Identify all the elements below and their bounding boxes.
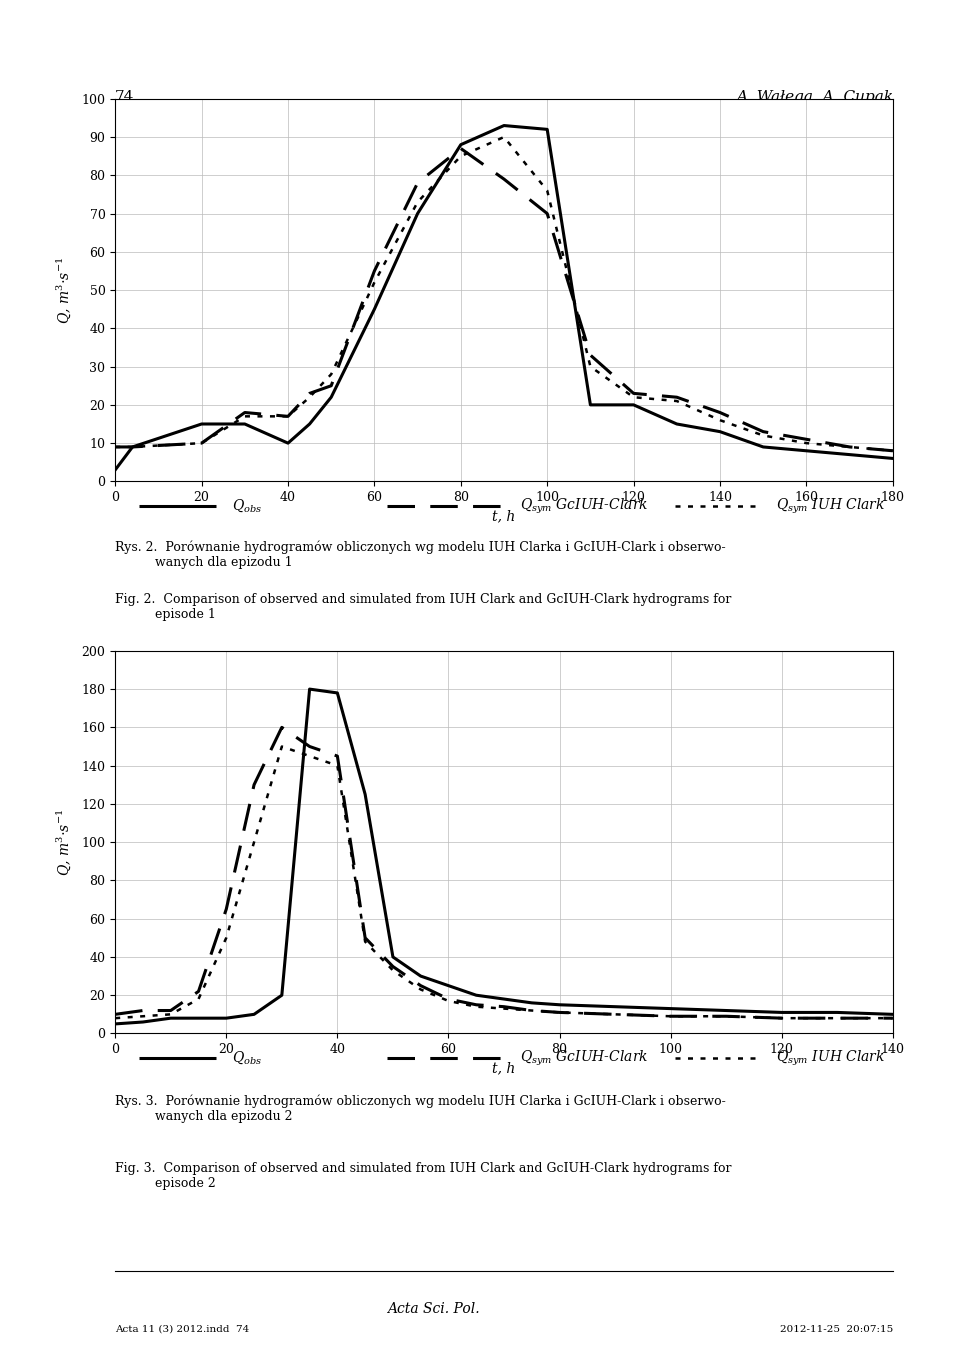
X-axis label: t, h: t, h — [492, 1061, 516, 1076]
Y-axis label: $Q$, m$^3$$\cdot$s$^{-1}$: $Q$, m$^3$$\cdot$s$^{-1}$ — [55, 809, 73, 876]
Text: 2012-11-25  20:07:15: 2012-11-25 20:07:15 — [780, 1324, 893, 1334]
Y-axis label: $Q$, m$^3$$\cdot$s$^{-1}$: $Q$, m$^3$$\cdot$s$^{-1}$ — [55, 256, 73, 323]
Text: $Q_{sym}$ GcIUH-Clark: $Q_{sym}$ GcIUH-Clark — [519, 1049, 648, 1068]
Text: $Q_{sym}$ IUH Clark: $Q_{sym}$ IUH Clark — [777, 496, 885, 516]
Text: $Q_{sym}$ IUH Clark: $Q_{sym}$ IUH Clark — [777, 1049, 885, 1068]
Text: A. Wałęga, A. Cupak: A. Wałęga, A. Cupak — [735, 90, 893, 104]
Text: $Q_{sym}$ GcIUH-Clark: $Q_{sym}$ GcIUH-Clark — [519, 496, 648, 516]
Text: Fig. 2.  Comparison of observed and simulated from IUH Clark and GcIUH-Clark hyd: Fig. 2. Comparison of observed and simul… — [115, 593, 732, 621]
Text: Rys. 3.  Porównanie hydrogramów obliczonych wg modelu IUH Clarka i GcIUH-Clark i: Rys. 3. Porównanie hydrogramów obliczony… — [115, 1095, 726, 1124]
Text: Acta Sci. Pol.: Acta Sci. Pol. — [388, 1303, 480, 1316]
Text: Rys. 2.  Porównanie hydrogramów obliczonych wg modelu IUH Clarka i GcIUH-Clark i: Rys. 2. Porównanie hydrogramów obliczony… — [115, 540, 726, 569]
Text: Acta 11 (3) 2012.indd  74: Acta 11 (3) 2012.indd 74 — [115, 1324, 250, 1334]
X-axis label: t, h: t, h — [492, 510, 516, 524]
Text: $Q_{obs}$: $Q_{obs}$ — [232, 498, 262, 514]
Text: Fig. 3.  Comparison of observed and simulated from IUH Clark and GcIUH-Clark hyd: Fig. 3. Comparison of observed and simul… — [115, 1162, 732, 1191]
Text: $Q_{obs}$: $Q_{obs}$ — [232, 1050, 262, 1067]
Text: 74: 74 — [115, 90, 134, 104]
